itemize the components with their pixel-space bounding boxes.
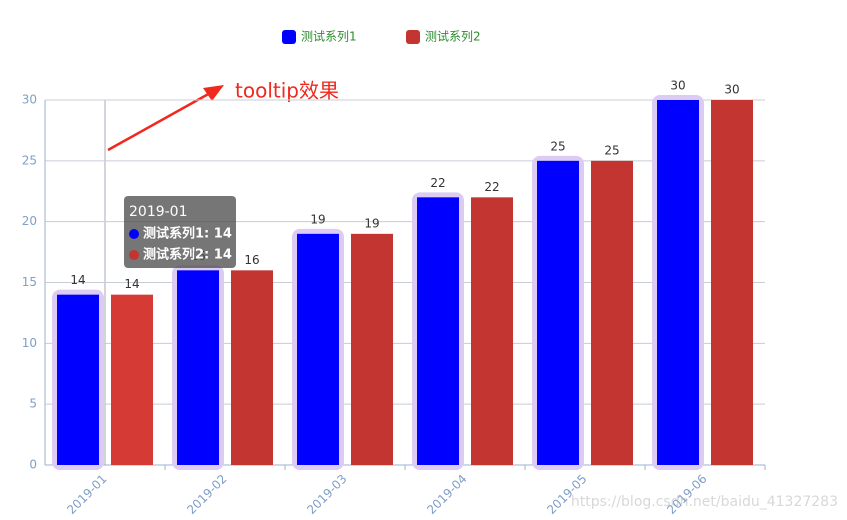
data-label: 19 [364, 216, 379, 230]
bar-highlight [532, 155, 584, 470]
annotation-arrow [107, 85, 224, 152]
y-tick-label: 20 [22, 214, 37, 228]
data-label: 30 [724, 83, 739, 97]
legend-swatch [282, 30, 296, 44]
y-tick-label: 15 [22, 275, 37, 289]
bar [231, 270, 273, 465]
data-label: 22 [484, 180, 499, 194]
bar-highlight [292, 228, 344, 470]
tooltip-dot [129, 229, 139, 239]
data-label: 25 [604, 143, 619, 157]
tooltip-dot [129, 250, 139, 260]
bar [417, 197, 459, 466]
data-label: 14 [124, 277, 139, 291]
legend-label: 测试系列2 [425, 29, 481, 44]
bar [591, 160, 633, 466]
bar [657, 100, 699, 465]
bar-highlight [652, 95, 704, 470]
bar [711, 100, 753, 465]
legend-label: 测试系列1 [301, 29, 357, 44]
bar-highlight [412, 192, 464, 470]
bar [471, 197, 513, 466]
y-tick-label: 5 [29, 397, 37, 411]
bar [297, 233, 339, 465]
watermark: https://blog.csdn.net/baidu_41327283 [571, 494, 838, 510]
y-tick-label: 25 [22, 153, 37, 167]
tooltip-line: 测试系列2: 14 [143, 247, 232, 263]
tooltip-title: 2019-01 [129, 204, 188, 220]
y-tick-label: 30 [22, 93, 37, 107]
data-label: 30 [670, 79, 685, 93]
x-tick-label: 2019-04 [424, 472, 469, 517]
bar [537, 160, 579, 466]
legend-swatch [406, 30, 420, 44]
bar-highlight [52, 289, 104, 470]
y-tick-label: 0 [29, 458, 37, 472]
tooltip: 2019-01 测试系列1: 14 测试系列2: 14 [124, 196, 236, 268]
bar [351, 233, 393, 465]
bar [57, 294, 99, 465]
x-tick-label: 2019-01 [64, 472, 109, 517]
y-tick-label: 10 [22, 336, 37, 350]
x-tick-label: 2019-03 [304, 472, 349, 517]
data-label: 19 [310, 212, 325, 226]
bar [111, 294, 153, 465]
data-label: 14 [70, 273, 85, 287]
data-label: 22 [430, 176, 445, 190]
data-label: 25 [550, 139, 565, 153]
bar [177, 270, 219, 465]
bar-highlight [172, 265, 224, 471]
tooltip-line: 测试系列1: 14 [143, 226, 232, 242]
tooltip-box [124, 196, 236, 268]
data-label: 16 [244, 253, 259, 267]
x-tick-label: 2019-02 [184, 472, 229, 517]
annotation: tooltip效果 [235, 79, 339, 103]
